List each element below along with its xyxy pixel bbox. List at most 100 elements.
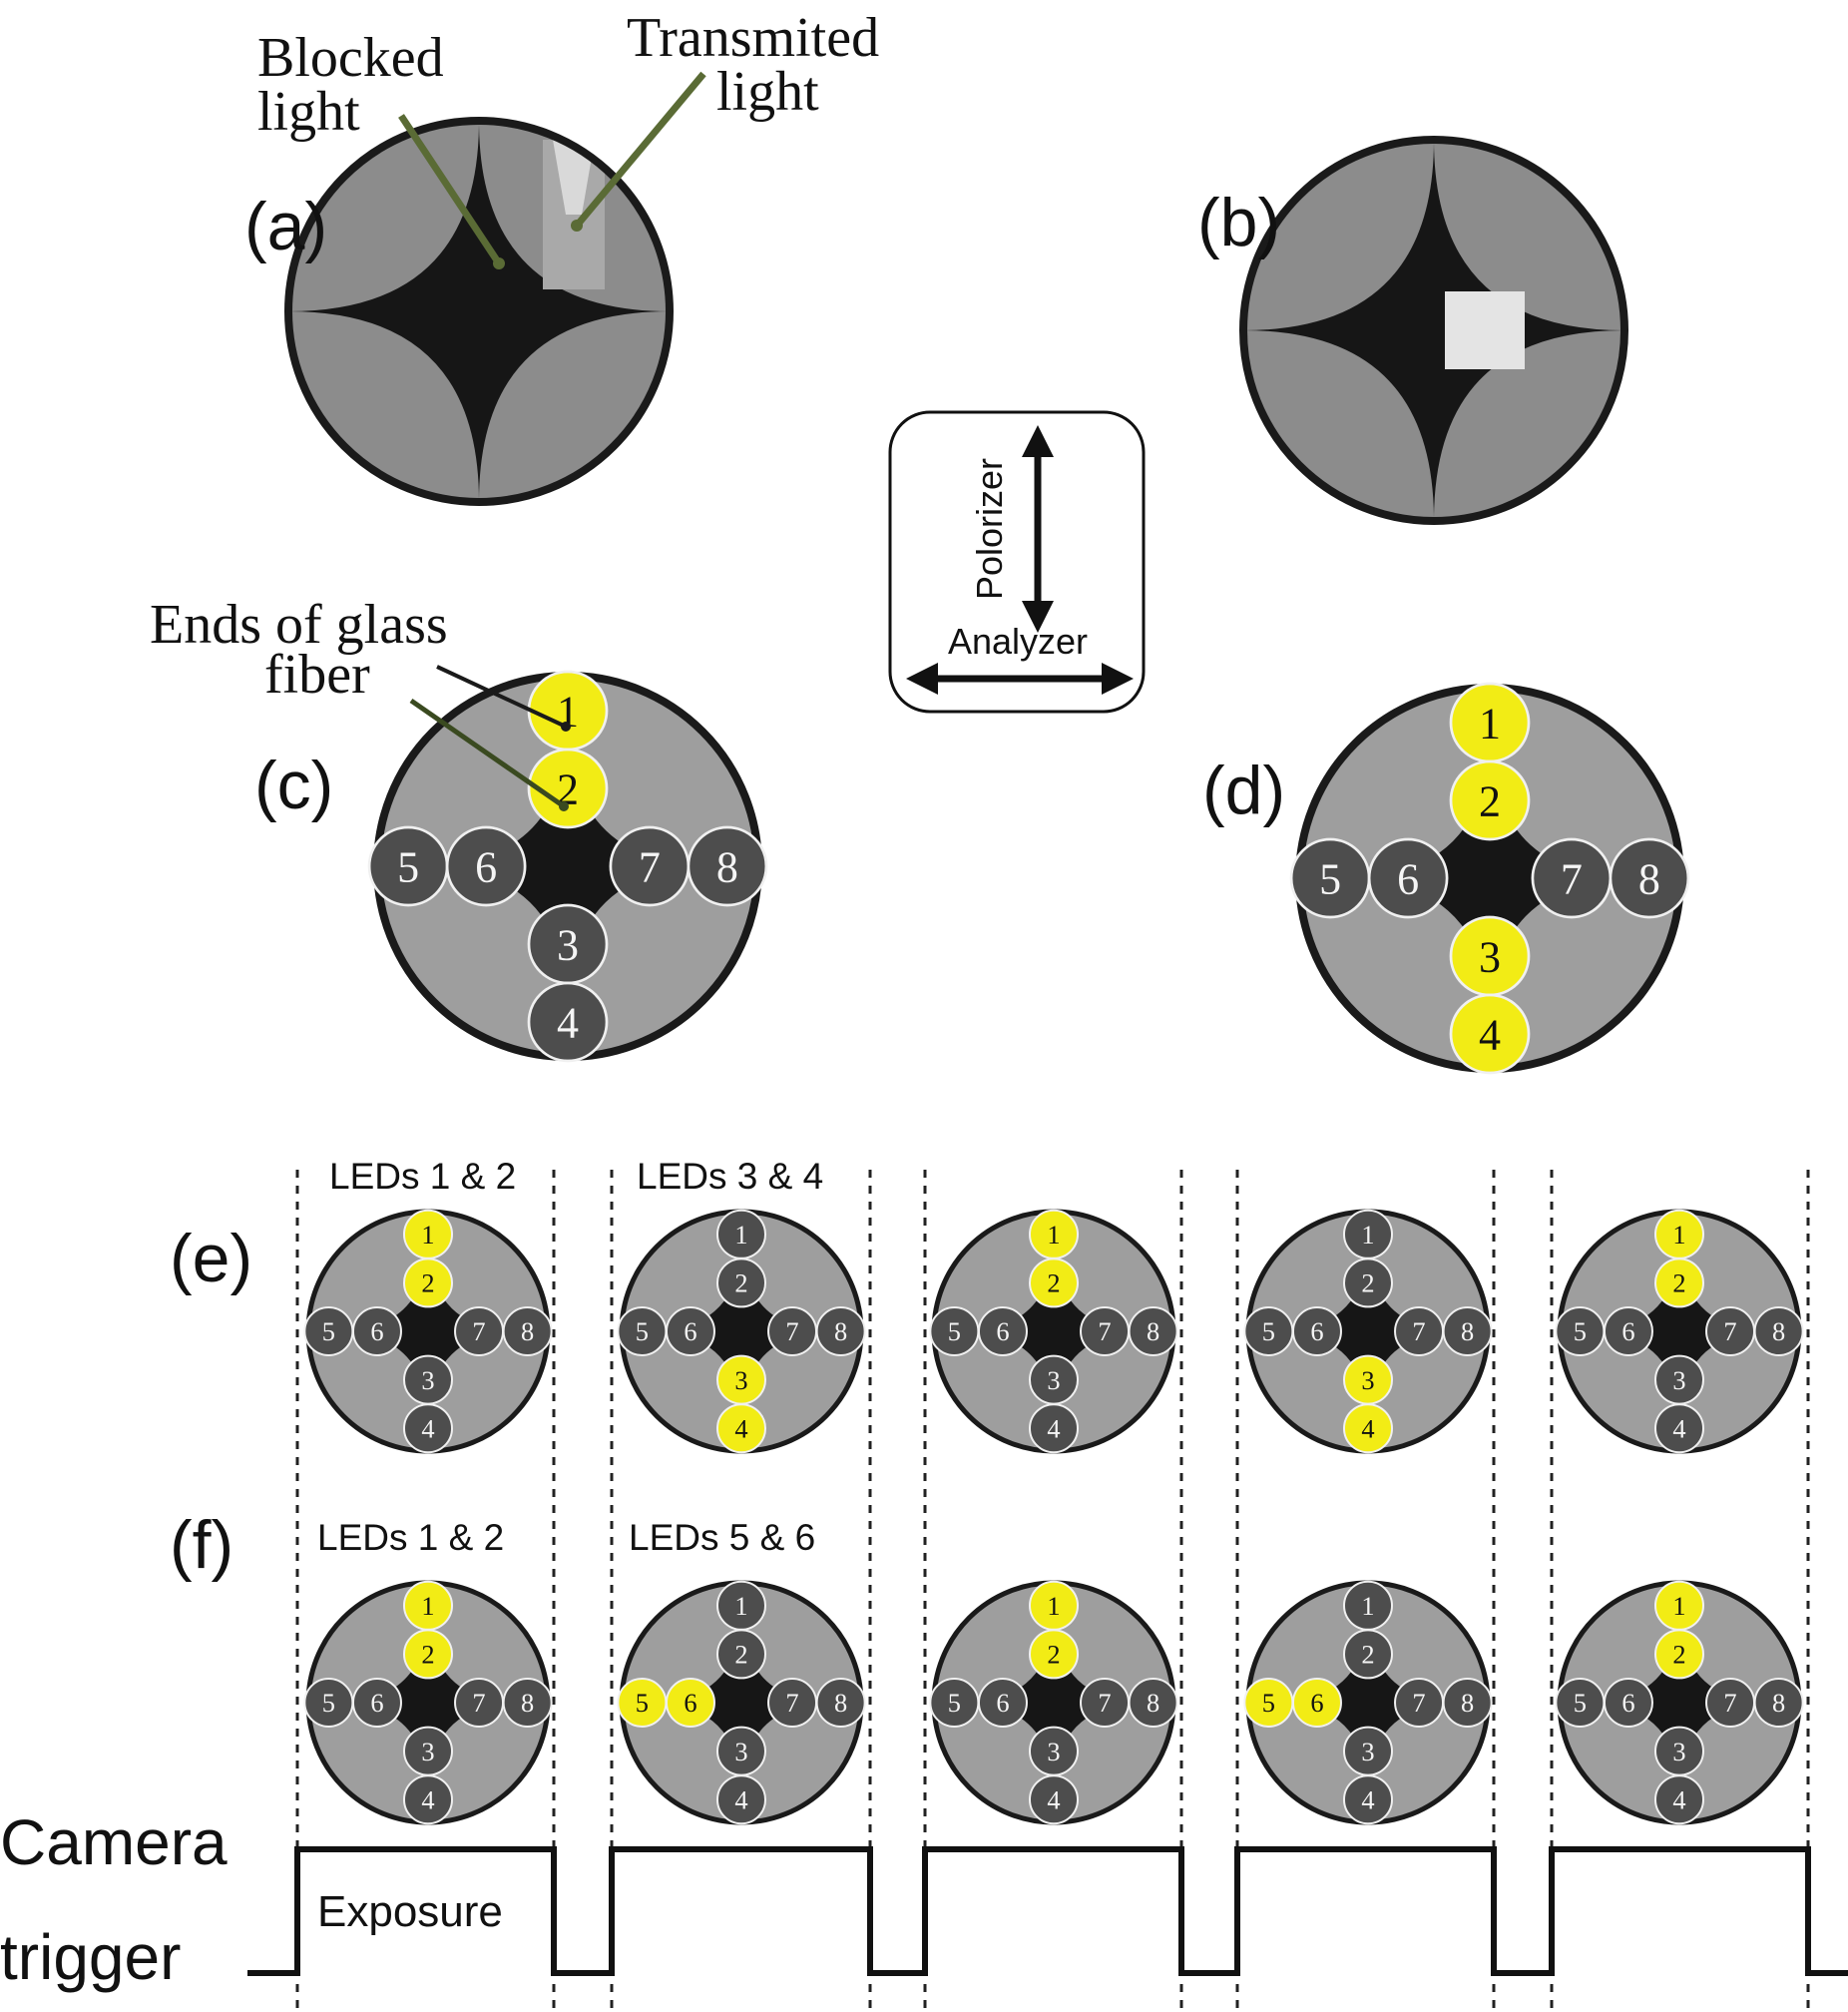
row-f-frame-1-fiber-number-3: 3 bbox=[421, 1737, 434, 1766]
row-f-frame-5-fiber-number-5: 5 bbox=[1574, 1688, 1587, 1718]
row-f-frame-3-fiber-number-3: 3 bbox=[1047, 1737, 1060, 1766]
transmitted-light-leader-dot bbox=[571, 220, 583, 232]
panel-d-fiber-2-lit bbox=[1449, 759, 1531, 841]
analyzer-arrow-head-left bbox=[906, 663, 938, 695]
row-e-frame-3-fiber-2-lit bbox=[1029, 1258, 1079, 1308]
blocked-light-leader-dot bbox=[493, 257, 505, 269]
panel-d-fiber-number-3: 3 bbox=[1479, 932, 1501, 981]
row-e-frame-4-fiber-number-8: 8 bbox=[1461, 1316, 1474, 1346]
fiber-end-leader-2 bbox=[409, 698, 566, 809]
panel-c-fiber-number-5: 5 bbox=[397, 842, 419, 891]
trigger-signal-line bbox=[247, 1846, 1848, 1976]
row-e-frame-2-fiber-number-7: 7 bbox=[785, 1316, 798, 1346]
row-e-frames: 1 2 3 4 5 6 7 8 1 2 3 4 5 6 7 8 1 2 3 4 5 6 7 8 1 2 3 4 5 6 7 8 1 2 3 4 5 6 7 8 bbox=[303, 1209, 1804, 1454]
row-f-frame-1-fiber-number-4: 4 bbox=[421, 1784, 434, 1814]
row-e-frame-1-fiber-number-7: 7 bbox=[472, 1316, 485, 1346]
row-e-frame-4-fiber-number-1: 1 bbox=[1361, 1220, 1374, 1250]
row-e-frame-label-1: LEDs 1 & 2 bbox=[329, 1156, 516, 1197]
panel-c-fiber-number-6: 6 bbox=[475, 842, 497, 891]
panel-d-fiber-8 bbox=[1609, 837, 1690, 919]
row-f-frame-5-fiber-number-1: 1 bbox=[1672, 1591, 1685, 1621]
transmitted-light-square bbox=[1445, 291, 1525, 369]
row-f-frame-4: 1 2 3 4 5 6 7 8 bbox=[1243, 1580, 1493, 1825]
row-e-frame-1-fiber-number-5: 5 bbox=[322, 1316, 335, 1346]
row-e-frame-2-fiber-number-1: 1 bbox=[734, 1220, 747, 1250]
row-f-frame-4-fiber-4 bbox=[1343, 1774, 1393, 1825]
row-e-frame-4-fiber-number-7: 7 bbox=[1412, 1316, 1425, 1346]
row-e-frame-2-fiber-2 bbox=[716, 1258, 766, 1308]
row-f-frame-1-fiber-4 bbox=[403, 1774, 453, 1825]
row-f-frame-5-fiber-number-6: 6 bbox=[1621, 1688, 1634, 1718]
camera-trigger-waveform: Camera trigger Exposure bbox=[0, 1806, 1848, 1993]
row-f-frame-4-fiber-number-2: 2 bbox=[1361, 1640, 1374, 1670]
row-f-frame-5-fiber-number-3: 3 bbox=[1672, 1737, 1685, 1766]
row-e-frame-4-fiber-8 bbox=[1442, 1306, 1493, 1356]
row-e-frame-1: 1 2 3 4 5 6 7 8 bbox=[303, 1209, 553, 1454]
row-e-frame-1-fiber-8 bbox=[502, 1306, 553, 1356]
transmitted-light-label-line1: Transmited bbox=[627, 7, 879, 69]
row-e-frame-1-fiber-number-2: 2 bbox=[421, 1268, 434, 1298]
row-f-frame-1-fiber-number-6: 6 bbox=[370, 1688, 383, 1718]
row-f-frame-3-fiber-number-8: 8 bbox=[1147, 1688, 1159, 1718]
row-e-frame-3-fiber-8 bbox=[1128, 1306, 1178, 1356]
row-f-frame-2-fiber-number-6: 6 bbox=[684, 1688, 696, 1718]
row-e-frame-2-fiber-number-5: 5 bbox=[636, 1316, 649, 1346]
row-e-frame-5-fiber-6 bbox=[1603, 1306, 1653, 1356]
row-f-frame-5-fiber-4 bbox=[1654, 1774, 1704, 1825]
panel-label-f: (f) bbox=[170, 1507, 233, 1583]
panel-d-fiber-number-6: 6 bbox=[1397, 854, 1419, 903]
panel-b: (b) bbox=[1197, 136, 1628, 525]
panel-c-fiber-number-2: 2 bbox=[557, 764, 579, 813]
row-f-frame-4-fiber-number-6: 6 bbox=[1310, 1688, 1323, 1718]
panel-c-fiber-number-7: 7 bbox=[639, 842, 661, 891]
glass-fiber-label-line2: fiber bbox=[264, 644, 370, 706]
row-f-frame-1-fiber-number-1: 1 bbox=[421, 1591, 434, 1621]
panel-d-fiber-number-1: 1 bbox=[1479, 699, 1501, 748]
row-e-frame-5-fiber-number-1: 1 bbox=[1672, 1220, 1685, 1250]
row-e-frame-3-fiber-4 bbox=[1029, 1403, 1079, 1454]
row-f-frame-3-fiber-2-lit bbox=[1029, 1629, 1079, 1680]
panel-c-fiber-number-8: 8 bbox=[716, 842, 738, 891]
row-e-frame-1-fiber-number-4: 4 bbox=[421, 1413, 434, 1443]
row-f-frame-2-fiber-number-3: 3 bbox=[734, 1737, 747, 1766]
row-f-frame-1-fiber-6 bbox=[351, 1678, 402, 1728]
row-f-frame-3-fiber-number-6: 6 bbox=[996, 1688, 1009, 1718]
panel-c-fiber-number-4: 4 bbox=[557, 998, 579, 1047]
row-f-frame-3-fiber-4 bbox=[1029, 1774, 1079, 1825]
row-f-frame-2-fiber-number-5: 5 bbox=[636, 1688, 649, 1718]
row-f-frame-5-fiber-number-2: 2 bbox=[1672, 1640, 1685, 1670]
row-e-frame-2-fiber-4-lit bbox=[716, 1403, 766, 1454]
row-e-frame-5-fiber-4 bbox=[1654, 1403, 1704, 1454]
row-f-frame-1-fiber-number-2: 2 bbox=[421, 1640, 434, 1670]
row-e-frame-3-fiber-number-2: 2 bbox=[1047, 1268, 1060, 1298]
row-f-frame-5-fiber-number-8: 8 bbox=[1772, 1688, 1785, 1718]
row-f-frame-5-fiber-6 bbox=[1603, 1678, 1653, 1728]
row-e-frame-1-fiber-number-6: 6 bbox=[370, 1316, 383, 1346]
row-e-frame-3-fiber-number-6: 6 bbox=[996, 1316, 1009, 1346]
row-f-frame-3-fiber-6 bbox=[977, 1678, 1028, 1728]
row-f-frame-4-fiber-number-5: 5 bbox=[1262, 1688, 1275, 1718]
dark-field-region bbox=[1243, 140, 1624, 521]
row-e-frame-5-fiber-number-6: 6 bbox=[1621, 1316, 1634, 1346]
row-e-frame-5-fiber-number-3: 3 bbox=[1672, 1365, 1685, 1395]
row-f-frame-1-fiber-number-8: 8 bbox=[521, 1688, 534, 1718]
panel-d-fiber-number-4: 4 bbox=[1479, 1010, 1501, 1059]
row-e-frame-4-fiber-number-3: 3 bbox=[1361, 1365, 1374, 1395]
panel-label-e: (e) bbox=[170, 1221, 252, 1296]
row-e-frame-5-fiber-number-5: 5 bbox=[1574, 1316, 1587, 1346]
panel-label-b: (b) bbox=[1197, 185, 1280, 260]
row-e-frame-2-fiber-number-8: 8 bbox=[834, 1316, 847, 1346]
exposure-label: Exposure bbox=[317, 1887, 503, 1936]
row-f-frame-2-fiber-number-4: 4 bbox=[734, 1784, 747, 1814]
row-e-frame-1-fiber-2-lit bbox=[403, 1258, 453, 1308]
row-f-frame-4-fiber-2 bbox=[1343, 1629, 1393, 1680]
row-e-frame-5-fiber-2-lit bbox=[1654, 1258, 1704, 1308]
row-e-frame-4-fiber-number-4: 4 bbox=[1361, 1413, 1374, 1443]
row-e-frame-5-fiber-number-7: 7 bbox=[1723, 1316, 1736, 1346]
row-f-frame-3-fiber-number-7: 7 bbox=[1098, 1688, 1111, 1718]
row-f-frame-4-fiber-number-4: 4 bbox=[1361, 1784, 1374, 1814]
row-f-frame-3: 1 2 3 4 5 6 7 8 bbox=[929, 1580, 1178, 1825]
row-f-frame-5-fiber-8 bbox=[1753, 1678, 1804, 1728]
